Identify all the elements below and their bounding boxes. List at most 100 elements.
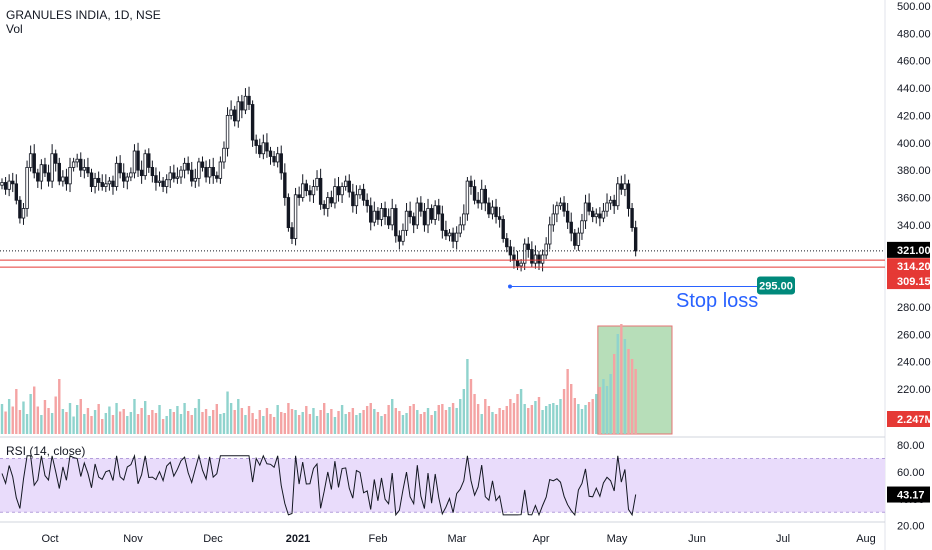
price-tick-label: 260.00 bbox=[897, 329, 931, 341]
candle-down bbox=[32, 153, 36, 174]
candle-up bbox=[193, 177, 198, 182]
rsi-band bbox=[0, 458, 885, 513]
candle-down bbox=[240, 101, 244, 111]
candle-down bbox=[204, 167, 208, 178]
volume-bar bbox=[584, 405, 587, 434]
candle-up bbox=[458, 224, 462, 234]
candle-up bbox=[0, 182, 4, 186]
volume-bar bbox=[469, 379, 473, 434]
candle-down bbox=[215, 175, 219, 179]
volume-bar bbox=[93, 410, 97, 434]
volume-bar bbox=[423, 412, 426, 434]
price-tick-label: 360.00 bbox=[897, 193, 931, 205]
candle-down bbox=[161, 180, 165, 187]
candle-down bbox=[118, 162, 122, 174]
candle-down bbox=[250, 104, 255, 141]
volume-bar bbox=[355, 415, 358, 434]
candle-up bbox=[623, 183, 627, 190]
volume-bar bbox=[247, 406, 251, 434]
candle-up bbox=[197, 161, 201, 179]
time-tick-label: Jun bbox=[688, 533, 706, 545]
candle-up bbox=[415, 202, 419, 226]
rsi-tick-label: 60.00 bbox=[897, 467, 925, 479]
candle-down bbox=[64, 176, 69, 185]
candle-up bbox=[25, 167, 29, 209]
volume-bar bbox=[172, 412, 176, 434]
candle-up bbox=[540, 254, 545, 264]
volume-bar bbox=[602, 379, 605, 434]
candle-down bbox=[565, 210, 570, 223]
candle-up bbox=[229, 109, 233, 116]
candle-up bbox=[379, 208, 384, 220]
candle-down bbox=[394, 208, 398, 237]
volume-bar bbox=[179, 414, 183, 434]
volume-bar bbox=[290, 409, 294, 434]
volume-bar bbox=[387, 405, 390, 434]
candle-down bbox=[43, 164, 47, 174]
volume-bar bbox=[222, 413, 226, 434]
volume-bar bbox=[79, 399, 82, 434]
volume-bar bbox=[272, 417, 276, 434]
candle-up bbox=[605, 202, 609, 212]
candle-up bbox=[333, 186, 337, 204]
volume-bar bbox=[570, 384, 573, 434]
level-tag-2-bg bbox=[887, 273, 930, 290]
candle-up bbox=[93, 177, 97, 187]
candle-down bbox=[96, 177, 101, 183]
candle-up bbox=[576, 232, 581, 246]
candle-down bbox=[573, 232, 577, 246]
volume-bar bbox=[97, 404, 100, 434]
volume-bar bbox=[326, 413, 329, 434]
candle-down bbox=[111, 180, 115, 187]
volume-bar bbox=[555, 405, 559, 434]
price-tick-label: 460.00 bbox=[897, 56, 931, 68]
candle-down bbox=[437, 205, 441, 215]
last-price-tag: 321.00 bbox=[887, 241, 931, 258]
candle-down bbox=[494, 206, 498, 218]
volume-bar bbox=[176, 406, 179, 434]
candle-up bbox=[555, 205, 559, 215]
candle-down bbox=[365, 199, 369, 207]
candle-down bbox=[11, 180, 15, 185]
volume-bar bbox=[344, 414, 347, 434]
candle-down bbox=[136, 150, 140, 171]
candle-down bbox=[633, 227, 638, 252]
volume-bar bbox=[630, 359, 634, 434]
volume-bar bbox=[244, 415, 247, 434]
candle-down bbox=[265, 142, 269, 152]
volume-bar bbox=[451, 403, 455, 434]
price-tick-label: 400.00 bbox=[897, 138, 931, 150]
level-tag-2: 309.15 bbox=[887, 273, 931, 290]
time-tick-label: Dec bbox=[203, 533, 223, 545]
price-tick-label: 240.00 bbox=[897, 357, 931, 369]
candle-down bbox=[54, 153, 58, 164]
volume-bar bbox=[161, 419, 165, 434]
volume-bar bbox=[61, 409, 65, 434]
volume-bar bbox=[473, 394, 476, 434]
candle-down bbox=[483, 188, 487, 204]
volume-bar bbox=[136, 414, 140, 434]
volume-bar bbox=[219, 414, 222, 434]
volume-bar bbox=[183, 403, 186, 434]
volume-bar bbox=[4, 411, 7, 434]
volume-bar bbox=[276, 405, 279, 434]
volume-bar bbox=[362, 410, 365, 434]
rsi-line bbox=[1, 453, 637, 517]
candle-up bbox=[114, 162, 119, 187]
volume-bar bbox=[15, 389, 18, 434]
candle-up bbox=[551, 213, 556, 226]
volume-bar bbox=[591, 399, 594, 434]
volume-bar bbox=[433, 411, 437, 434]
volume-bar bbox=[408, 406, 412, 434]
volume-bar bbox=[194, 408, 197, 434]
volume-bar bbox=[340, 405, 344, 434]
candle-up bbox=[68, 167, 72, 185]
candle-up bbox=[454, 232, 459, 242]
candle-up bbox=[243, 95, 248, 111]
volume-bar bbox=[208, 416, 211, 434]
candle-down bbox=[286, 197, 291, 229]
candle-up bbox=[519, 262, 523, 267]
candle-down bbox=[297, 194, 301, 198]
stop-loss-tag: 295.00 bbox=[757, 276, 795, 295]
